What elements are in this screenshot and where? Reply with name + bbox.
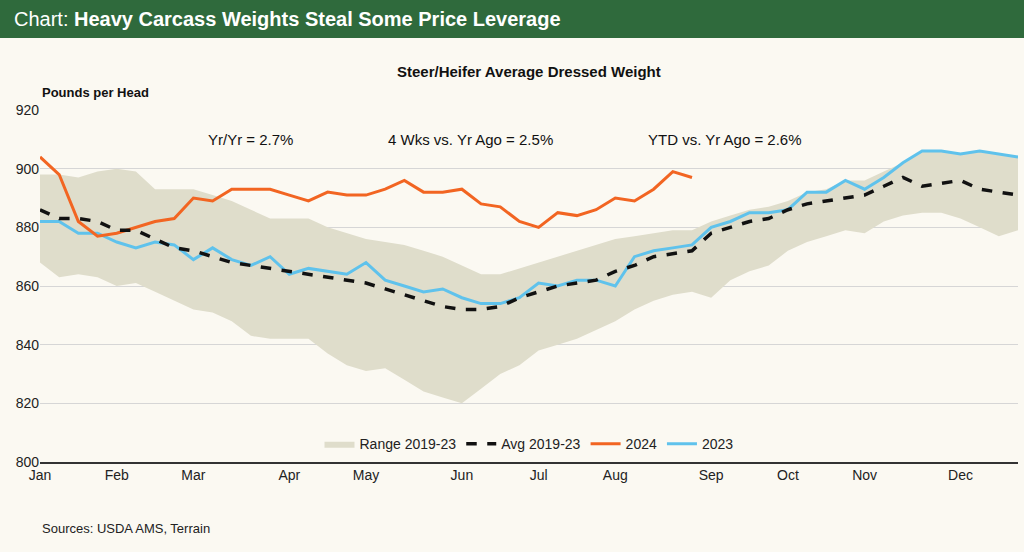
svg-text:4 Wks vs. Yr Ago = 2.5%: 4 Wks vs. Yr Ago = 2.5%	[388, 131, 553, 148]
svg-text:900: 900	[16, 161, 40, 177]
svg-text:840: 840	[16, 337, 40, 353]
svg-text:Dec: Dec	[948, 467, 973, 483]
svg-text:860: 860	[16, 278, 40, 294]
svg-text:YTD vs. Yr Ago = 2.6%: YTD vs. Yr Ago = 2.6%	[648, 131, 802, 148]
svg-text:Pounds per Head: Pounds per Head	[42, 85, 149, 100]
svg-text:Apr: Apr	[278, 467, 300, 483]
svg-text:920: 920	[16, 102, 40, 118]
svg-text:Mar: Mar	[181, 467, 205, 483]
html-text:Chart: Heavy Carcass Weights S: Chart: Heavy Carcass Weights Steal Some …	[14, 8, 561, 30]
svg-text:Aug: Aug	[603, 467, 628, 483]
svg-text:Feb: Feb	[105, 467, 129, 483]
svg-text:Jul: Jul	[530, 467, 548, 483]
svg-text:Jan: Jan	[29, 467, 52, 483]
svg-text:May: May	[353, 467, 379, 483]
svg-text:Jun: Jun	[451, 467, 474, 483]
svg-text:880: 880	[16, 219, 40, 235]
svg-text:Oct: Oct	[777, 467, 799, 483]
svg-text:820: 820	[16, 395, 40, 411]
svg-text:Sep: Sep	[699, 467, 724, 483]
svg-text:Avg 2019-23: Avg 2019-23	[501, 436, 580, 452]
svg-text:Yr/Yr = 2.7%: Yr/Yr = 2.7%	[208, 131, 293, 148]
svg-text:Nov: Nov	[852, 467, 877, 483]
svg-text:Steer/Heifer Average Dressed W: Steer/Heifer Average Dressed Weight	[397, 63, 661, 80]
svg-text:2023: 2023	[702, 436, 733, 452]
svg-text:Range 2019-23: Range 2019-23	[360, 436, 457, 452]
svg-text:2024: 2024	[626, 436, 657, 452]
svg-text:800: 800	[16, 454, 40, 470]
svg-text:Sources: USDA AMS, Terrain: Sources: USDA AMS, Terrain	[42, 521, 210, 536]
